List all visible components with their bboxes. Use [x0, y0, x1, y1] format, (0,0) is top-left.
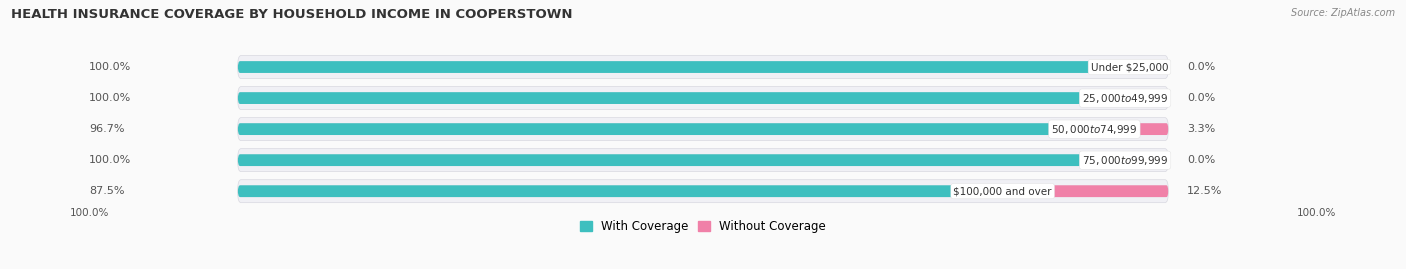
Text: 12.5%: 12.5%	[1187, 186, 1222, 196]
Text: Source: ZipAtlas.com: Source: ZipAtlas.com	[1291, 8, 1395, 18]
Text: 0.0%: 0.0%	[1187, 62, 1215, 72]
Text: 100.0%: 100.0%	[70, 208, 110, 218]
FancyBboxPatch shape	[1137, 123, 1168, 135]
FancyBboxPatch shape	[238, 154, 1168, 166]
FancyBboxPatch shape	[238, 180, 1168, 203]
FancyBboxPatch shape	[238, 87, 1168, 109]
FancyBboxPatch shape	[238, 154, 1168, 166]
FancyBboxPatch shape	[238, 118, 1168, 141]
FancyBboxPatch shape	[238, 61, 1168, 73]
FancyBboxPatch shape	[238, 185, 1052, 197]
Text: 87.5%: 87.5%	[89, 186, 124, 196]
FancyBboxPatch shape	[238, 56, 1168, 79]
Text: HEALTH INSURANCE COVERAGE BY HOUSEHOLD INCOME IN COOPERSTOWN: HEALTH INSURANCE COVERAGE BY HOUSEHOLD I…	[11, 8, 572, 21]
FancyBboxPatch shape	[238, 61, 1168, 73]
FancyBboxPatch shape	[238, 185, 1168, 197]
Text: 3.3%: 3.3%	[1187, 124, 1215, 134]
FancyBboxPatch shape	[238, 149, 1168, 172]
Text: 100.0%: 100.0%	[1296, 208, 1336, 218]
FancyBboxPatch shape	[1052, 185, 1168, 197]
Text: 96.7%: 96.7%	[89, 124, 124, 134]
FancyBboxPatch shape	[238, 92, 1168, 104]
Text: 0.0%: 0.0%	[1187, 93, 1215, 103]
Text: $25,000 to $49,999: $25,000 to $49,999	[1081, 91, 1168, 105]
Text: Under $25,000: Under $25,000	[1091, 62, 1168, 72]
Text: 100.0%: 100.0%	[89, 93, 131, 103]
Text: $75,000 to $99,999: $75,000 to $99,999	[1081, 154, 1168, 167]
Text: $100,000 and over: $100,000 and over	[953, 186, 1052, 196]
Text: $50,000 to $74,999: $50,000 to $74,999	[1052, 123, 1137, 136]
Legend: With Coverage, Without Coverage: With Coverage, Without Coverage	[579, 220, 827, 233]
FancyBboxPatch shape	[238, 92, 1168, 104]
Text: 100.0%: 100.0%	[89, 155, 131, 165]
Text: 0.0%: 0.0%	[1187, 155, 1215, 165]
FancyBboxPatch shape	[238, 123, 1137, 135]
FancyBboxPatch shape	[238, 123, 1168, 135]
Text: 100.0%: 100.0%	[89, 62, 131, 72]
